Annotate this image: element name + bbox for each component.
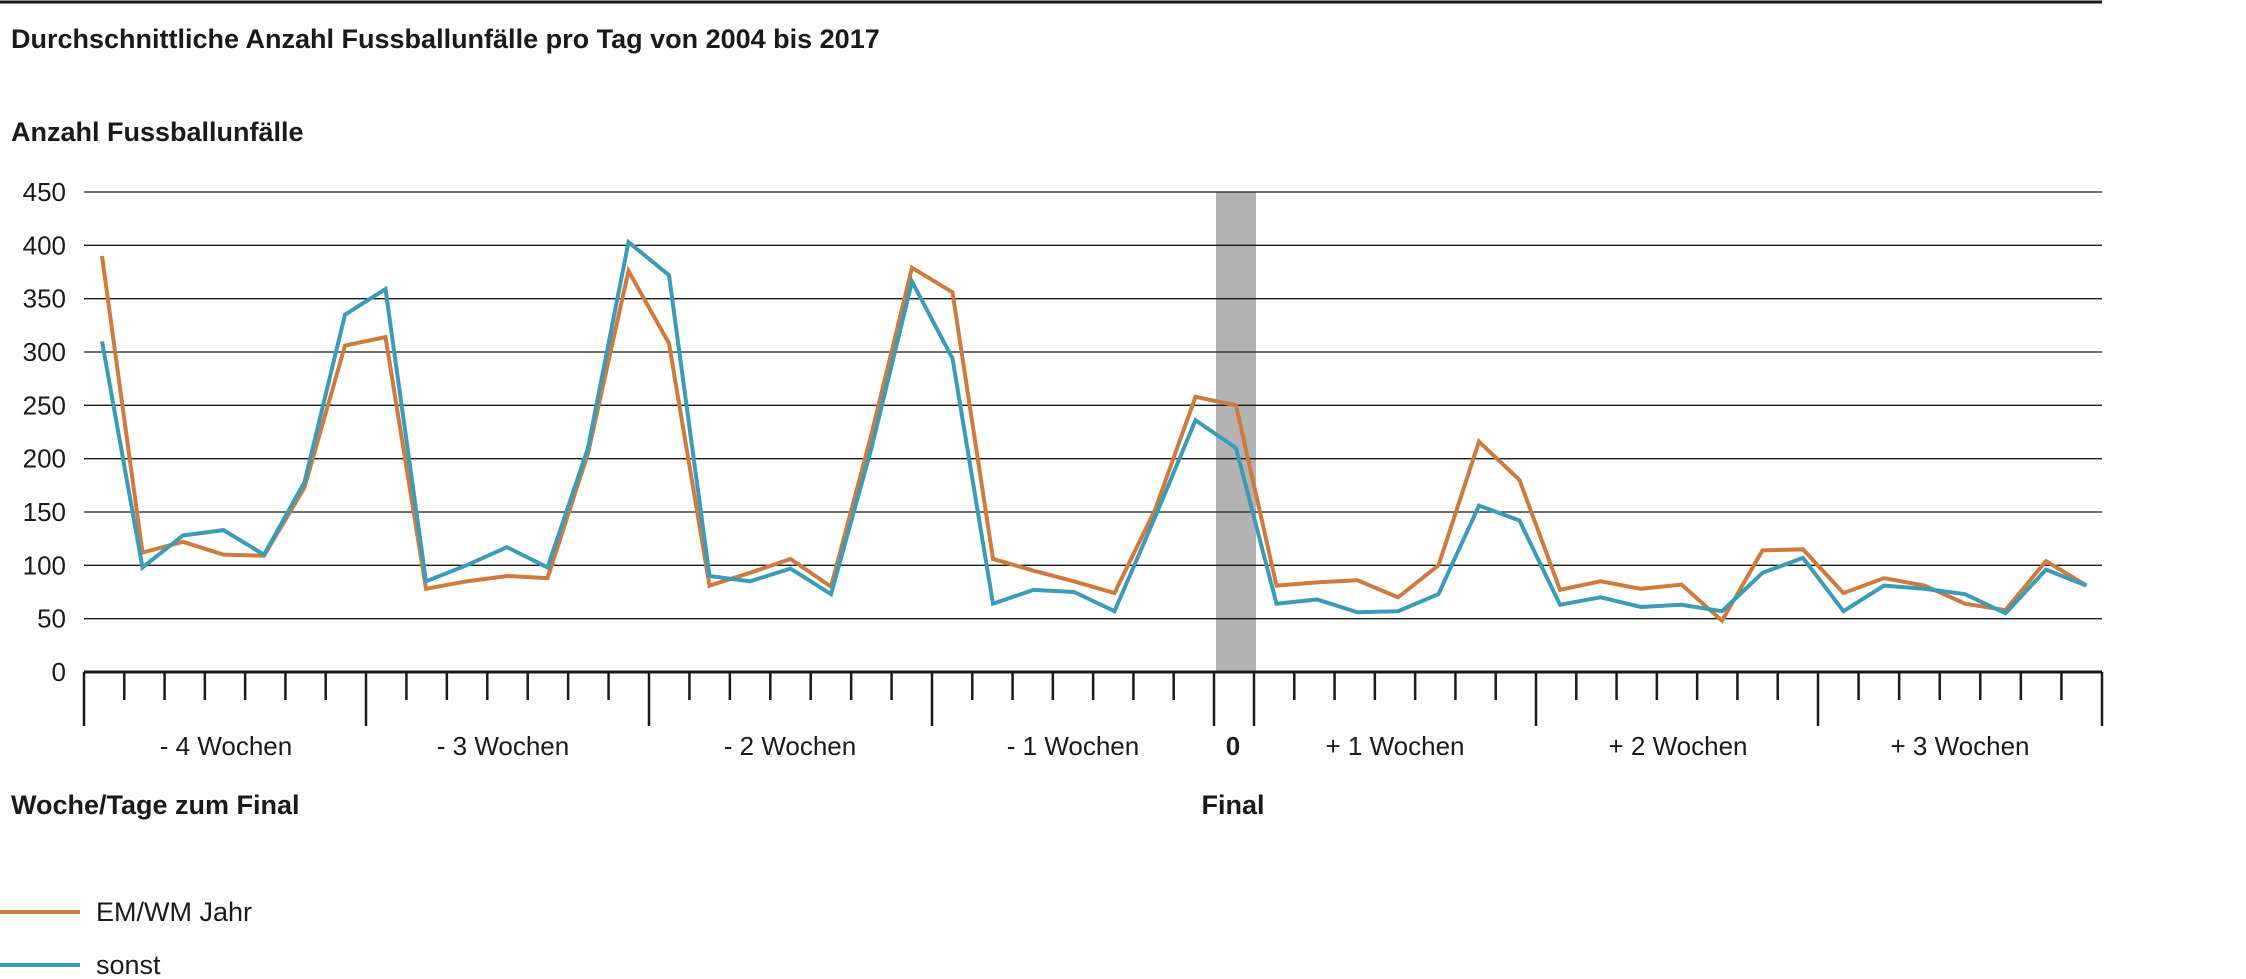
x-group-label: - 4 Wochen: [160, 731, 292, 761]
x-group-label: - 3 Wochen: [437, 731, 569, 761]
series-line-sonst: [100, 238, 2088, 616]
legend-label: sonst: [96, 950, 161, 979]
y-tick-label: 450: [23, 177, 66, 207]
series-lines: [100, 238, 2088, 624]
series-line-em-wm-jahr: [100, 255, 2088, 624]
y-tick-label: 150: [23, 497, 66, 527]
x-group-label: - 2 Wochen: [724, 731, 856, 761]
y-tick-label: 400: [23, 230, 66, 260]
y-tick-label: 0: [52, 657, 66, 687]
y-tick-label: 100: [23, 550, 66, 580]
x-group-label: + 1 Wochen: [1325, 731, 1464, 761]
legend-label: EM/WM Jahr: [96, 897, 252, 927]
y-tick-labels: 0 50 100 150 200 250 300 350 400 450: [23, 177, 66, 687]
final-highlight-band: [1216, 192, 1256, 672]
y-tick-label: 250: [23, 390, 66, 420]
grid-layer: [84, 191, 2102, 620]
chart-title: Durchschnittliche Anzahl Fussballunfälle…: [11, 24, 880, 54]
x-group-label: + 2 Wochen: [1608, 731, 1747, 761]
y-tick-label: 50: [37, 604, 66, 634]
final-label: Final: [1201, 790, 1264, 820]
y-tick-label: 350: [23, 284, 66, 314]
x-axis-label: Woche/Tage zum Final: [11, 790, 300, 820]
x-group-label: + 3 Wochen: [1890, 731, 2029, 761]
x-axis: - 4 Wochen - 3 Wochen - 2 Wochen - 1 Wochen…: [82, 670, 2104, 761]
y-tick-label: 300: [23, 337, 66, 367]
legend: EM/WM Jahr sonst: [0, 897, 252, 979]
x-group-label: - 1 Wochen: [1007, 731, 1139, 761]
y-axis-label: Anzahl Fussballunfälle: [11, 117, 304, 147]
y-tick-label: 200: [23, 444, 66, 474]
x-group-label: 0: [1226, 731, 1240, 761]
